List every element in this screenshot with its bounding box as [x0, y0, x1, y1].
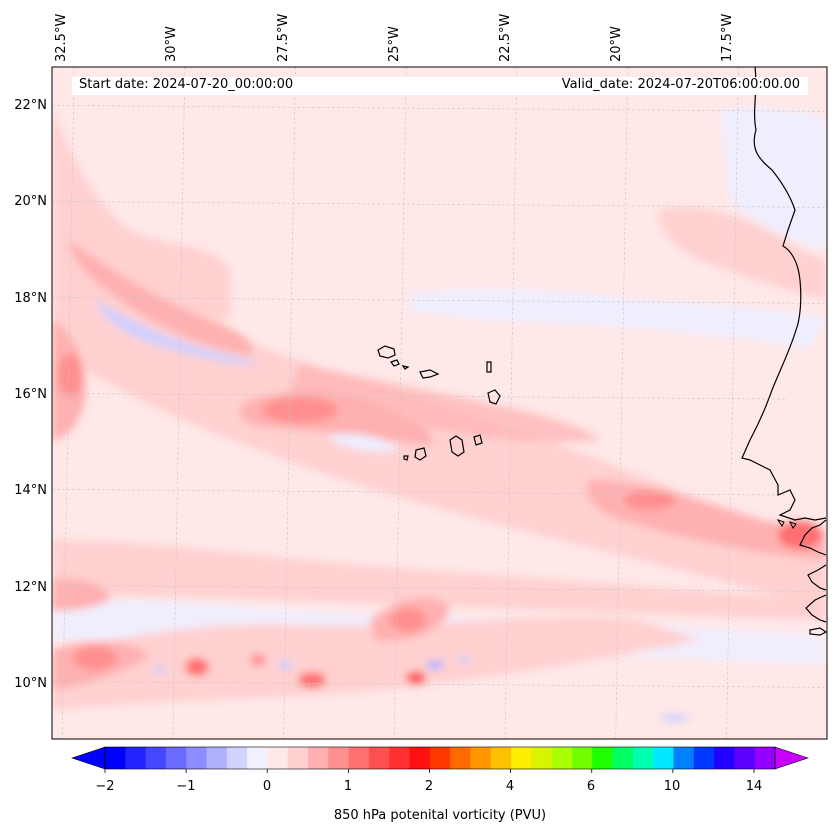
colorbar-segment	[308, 747, 329, 769]
colorbar-segment	[125, 747, 147, 769]
lat-label: 16°N	[14, 387, 47, 402]
colorbar-segment	[429, 747, 451, 769]
coastline-west-africa	[741, 67, 827, 521]
colorbar-segment	[348, 747, 370, 769]
lat-label: 12°N	[14, 580, 47, 595]
colorbar-tick-label: −1	[176, 779, 196, 794]
coastline-guinea	[799, 519, 827, 636]
colorbar	[71, 746, 809, 773]
colorbar-segment	[105, 747, 126, 769]
parallel-gridline	[52, 297, 827, 304]
lat-label: 20°N	[14, 194, 47, 209]
colorbar-tick-label: 2	[424, 779, 434, 794]
parallel-gridline	[52, 585, 827, 592]
colorbar-tick-label: 0	[262, 779, 272, 794]
colorbar-segment	[653, 747, 674, 769]
colorbar-segment	[450, 747, 471, 769]
lat-label: 14°N	[14, 483, 47, 498]
colorbar-segment	[632, 747, 654, 769]
start-date-label: Start date: 2024-07-20_00:00:00	[79, 77, 294, 92]
colorbar-segment	[470, 747, 492, 769]
lat-label: 10°N	[14, 676, 47, 691]
colorbar-segment	[592, 747, 614, 769]
colorbar-segment	[145, 747, 167, 769]
lon-label: 22.5°W	[498, 13, 513, 62]
colorbar-tick-label: 10	[663, 779, 681, 794]
colorbar-segment	[612, 747, 634, 769]
meridian-gridline	[172, 67, 186, 739]
colorbar-tick-label: 4	[505, 779, 515, 794]
colorbar-over-triangle	[774, 746, 809, 770]
colorbar-segment	[490, 747, 512, 769]
colorbar-segment	[409, 747, 431, 769]
parallel-gridline	[52, 201, 827, 208]
colorbar-segment	[165, 747, 187, 769]
lon-label: 25°W	[387, 26, 402, 62]
colorbar-tick-label: 6	[586, 779, 596, 794]
cape-verde-islands	[377, 345, 501, 461]
lon-label: 17.5°W	[720, 13, 735, 62]
colorbar-segment	[693, 747, 715, 769]
lon-label: 32.5°W	[54, 13, 69, 62]
meridian-gridline	[283, 67, 296, 739]
bijagos-islands	[776, 519, 797, 529]
colorbar-segment	[754, 747, 776, 769]
meridian-gridline	[504, 67, 518, 739]
meridian-gridline	[726, 67, 739, 739]
colorbar-title: 850 hPa potenital vorticity (PVU)	[333, 808, 547, 823]
colorbar-segment	[551, 747, 573, 769]
lon-label: 20°W	[609, 26, 624, 62]
meridian-gridline	[615, 67, 629, 739]
colorbar-segment	[571, 747, 593, 769]
colorbar-tick-label: −2	[95, 779, 115, 794]
colorbar-segment	[247, 747, 268, 769]
colorbar-segment	[511, 747, 532, 769]
gridlines	[52, 67, 827, 739]
africa-coastline	[742, 67, 827, 739]
colorbar-segment	[714, 747, 735, 769]
colorbar-tick-label: 14	[745, 779, 763, 794]
lat-label: 22°N	[14, 98, 47, 113]
colorbar-tick-label: 1	[343, 779, 353, 794]
meridian-gridline	[61, 67, 75, 739]
pv-field	[52, 108, 826, 722]
colorbar-segment	[673, 747, 695, 769]
colorbar-segment	[389, 747, 411, 769]
map-frame	[51, 66, 828, 740]
meridian-gridline	[393, 67, 407, 739]
valid-date-label: Valid_date: 2024-07-20T06:00:00.00	[561, 77, 800, 92]
colorbar-segment	[186, 747, 208, 769]
lon-label: 27.5°W	[276, 13, 291, 62]
colorbar-segment	[267, 747, 289, 769]
colorbar-outline	[104, 746, 776, 770]
parallel-gridline	[52, 393, 827, 400]
colorbar-segment	[368, 747, 390, 769]
colorbar-under-triangle	[71, 746, 106, 770]
parallel-gridline	[52, 681, 827, 688]
colorbar-segment	[328, 747, 350, 769]
colorbar-segment	[226, 747, 248, 769]
colorbar-segment	[206, 747, 228, 769]
lat-label: 18°N	[14, 291, 47, 306]
date-info-box: Start date: 2024-07-20_00:00:00 Valid_da…	[72, 77, 808, 95]
colorbar-segment	[734, 747, 756, 769]
parallel-gridline	[52, 105, 827, 112]
parallel-gridline	[52, 489, 827, 496]
colorbar-segment	[531, 747, 553, 769]
colorbar-segment	[287, 747, 309, 769]
lon-label: 30°W	[164, 26, 179, 62]
